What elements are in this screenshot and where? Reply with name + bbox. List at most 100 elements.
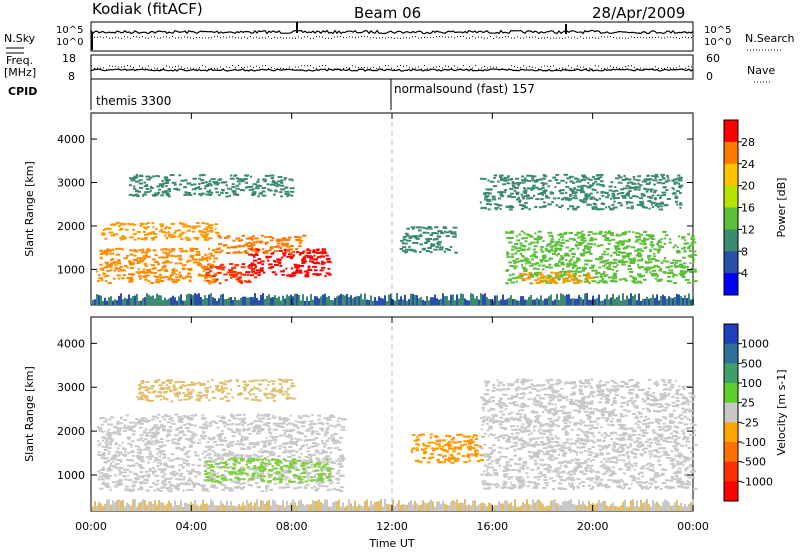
scatter-cell bbox=[148, 176, 153, 179]
ground-scatter-cell bbox=[198, 506, 200, 511]
scatter-cell bbox=[440, 232, 445, 234]
ground-scatter-cell bbox=[640, 499, 642, 511]
scatter-cell bbox=[527, 187, 533, 190]
scatter-cell bbox=[249, 175, 253, 178]
scatter-cell bbox=[189, 254, 195, 257]
nsearch-dot bbox=[553, 37, 554, 39]
scatter-cell bbox=[204, 187, 207, 190]
scatter-cell bbox=[241, 245, 245, 248]
scatter-cell bbox=[689, 255, 693, 258]
scatter-cell bbox=[108, 432, 113, 434]
ground-scatter-cell bbox=[686, 298, 688, 305]
ground-scatter-cell bbox=[194, 500, 196, 511]
scatter-cell bbox=[661, 182, 666, 185]
scatter-cell bbox=[311, 487, 314, 489]
nsearch-dot bbox=[124, 36, 125, 38]
ground-scatter-cell bbox=[538, 499, 540, 511]
scatter-cell bbox=[628, 181, 634, 184]
scatter-cell bbox=[181, 466, 185, 469]
scatter-cell bbox=[191, 440, 194, 443]
scatter-cell bbox=[652, 206, 655, 209]
scatter-cell bbox=[139, 257, 145, 260]
scatter-cell bbox=[259, 240, 264, 243]
scatter-cell bbox=[219, 475, 224, 478]
scatter-cell bbox=[127, 452, 130, 455]
scatter-cell bbox=[638, 189, 641, 191]
ground-scatter-cell bbox=[166, 299, 168, 305]
scatter-cell bbox=[232, 275, 235, 278]
scatter-cell bbox=[159, 276, 163, 279]
scatter-cell bbox=[126, 459, 131, 462]
scatter-cell bbox=[577, 185, 582, 188]
scatter-cell bbox=[208, 257, 212, 260]
scatter-cell bbox=[258, 450, 261, 453]
scatter-cell bbox=[302, 256, 306, 259]
ground-scatter-cell bbox=[560, 293, 562, 305]
nsky-panel-frame bbox=[90, 21, 694, 52]
scatter-cell bbox=[542, 184, 545, 187]
scatter-cell bbox=[311, 430, 316, 433]
scatter-cell bbox=[108, 428, 111, 431]
scatter-cell bbox=[436, 235, 441, 238]
scatter-cell bbox=[321, 461, 326, 464]
ground-scatter-cell bbox=[382, 506, 384, 511]
scatter-cell bbox=[656, 181, 662, 184]
nave-dot bbox=[151, 68, 152, 70]
scatter-cell bbox=[129, 489, 135, 492]
scatter-cell bbox=[682, 271, 687, 274]
nave-dot bbox=[193, 68, 194, 70]
nsearch-dot bbox=[376, 37, 377, 39]
scatter-cell bbox=[598, 197, 602, 200]
scatter-cell bbox=[208, 280, 212, 283]
scatter-cell bbox=[580, 280, 583, 283]
scatter-cell bbox=[563, 270, 568, 273]
ground-scatter-cell bbox=[624, 299, 626, 305]
scatter-cell bbox=[176, 442, 181, 445]
scatter-cell bbox=[175, 484, 180, 487]
ground-scatter-cell bbox=[554, 299, 556, 305]
scatter-cell bbox=[223, 436, 226, 439]
scatter-cell bbox=[136, 189, 139, 192]
scatter-cell bbox=[118, 469, 122, 472]
scatter-cell bbox=[295, 251, 300, 254]
scatter-cell bbox=[575, 259, 579, 262]
nsearch-dot bbox=[571, 37, 572, 39]
scatter-cell bbox=[267, 460, 271, 463]
freq-label-line2: [MHz] bbox=[4, 66, 37, 79]
scatter-cell bbox=[151, 482, 156, 484]
scatter-cell bbox=[577, 236, 582, 239]
scatter-cell bbox=[152, 433, 158, 436]
scatter-cell bbox=[158, 188, 161, 191]
scatter-cell bbox=[518, 233, 522, 236]
scatter-cell bbox=[548, 263, 552, 266]
nave-dot bbox=[571, 67, 572, 69]
scatter-cell bbox=[118, 484, 121, 486]
scatter-cell bbox=[183, 476, 186, 478]
scatter-cell bbox=[235, 251, 240, 254]
nsearch-dot bbox=[463, 36, 464, 37]
scatter-cell bbox=[259, 468, 262, 471]
ground-scatter-cell bbox=[690, 299, 692, 305]
nave-dot bbox=[604, 68, 605, 70]
scatter-cell bbox=[213, 257, 219, 260]
ground-scatter-cell bbox=[588, 299, 590, 305]
scatter-cell bbox=[626, 202, 629, 205]
scatter-cell bbox=[137, 268, 140, 271]
scatter-cell bbox=[593, 177, 599, 180]
scatter-cell bbox=[275, 424, 280, 427]
nsearch-dot bbox=[223, 36, 224, 38]
scatter-cell bbox=[296, 266, 300, 269]
nsearch-dot bbox=[445, 36, 446, 38]
scatter-cell bbox=[595, 208, 600, 211]
scatter-cell bbox=[548, 234, 554, 237]
scatter-cell bbox=[216, 480, 220, 483]
scatter-cell bbox=[633, 259, 637, 262]
scatter-cell bbox=[251, 185, 254, 188]
nave-dot bbox=[487, 67, 488, 69]
scatter-cell bbox=[575, 180, 580, 183]
scatter-cell bbox=[507, 279, 512, 282]
scatter-cell bbox=[178, 262, 183, 265]
ground-scatter-cell bbox=[328, 506, 330, 511]
nave-dot bbox=[286, 68, 287, 70]
ground-scatter-cell bbox=[356, 295, 358, 305]
